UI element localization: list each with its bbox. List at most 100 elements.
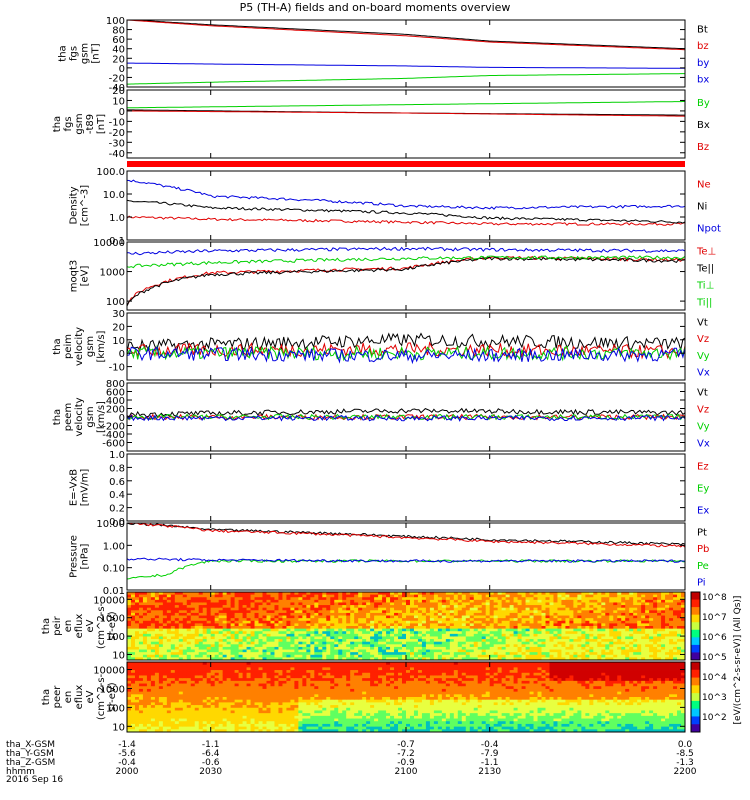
heatmap-cell: [409, 605, 415, 609]
heatmap-cell: [166, 694, 172, 698]
heatmap-cell: [457, 644, 463, 648]
heatmap-cell: [573, 620, 578, 624]
heatmap-cell: [593, 607, 598, 611]
heatmap-cell: [545, 636, 550, 640]
heatmap-cell: [322, 599, 327, 603]
heatmap-cell: [166, 594, 172, 598]
heatmap-cell: [382, 639, 387, 643]
heatmap-cell: [210, 641, 216, 645]
heatmap-cell: [254, 615, 259, 619]
heatmap-cell: [182, 694, 188, 698]
heatmap-cell: [206, 664, 212, 668]
heatmap-cell: [545, 597, 550, 601]
heatmap-cell: [445, 654, 451, 658]
heatmap-cell: [601, 633, 606, 637]
heatmap-cell: [270, 652, 275, 656]
heatmap-cell: [358, 612, 363, 616]
heatmap-cell: [537, 618, 542, 622]
heatmap-cell: [509, 594, 515, 598]
series-line-Ti⊥: [126, 255, 686, 269]
heatmap-cell: [218, 688, 224, 693]
heatmap-cell: [441, 602, 447, 606]
heatmap-cell: [409, 633, 415, 637]
heatmap-cell: [270, 633, 275, 637]
heatmap-cell: [302, 657, 307, 661]
heatmap-cell: [533, 628, 538, 632]
heatmap-cell: [142, 680, 148, 684]
heatmap-cell: [505, 605, 511, 609]
heatmap-cell: [202, 639, 208, 643]
heatmap-cell: [673, 615, 678, 619]
heatmap-cell: [190, 649, 196, 653]
heatmap-cell: [653, 646, 658, 650]
heatmap-cell: [130, 615, 136, 619]
heatmap-cell: [473, 607, 479, 611]
heatmap-cell: [386, 612, 391, 616]
heatmap-cell: [218, 670, 224, 674]
y-tick-label: -40: [109, 83, 125, 94]
heatmap-cell: [637, 654, 642, 658]
heatmap-cell: [138, 680, 144, 684]
heatmap-cell: [142, 615, 148, 619]
heatmap-cell: [278, 639, 283, 643]
heatmap-cell: [513, 654, 518, 658]
heatmap-cell: [286, 605, 291, 609]
heatmap-cell: [398, 610, 403, 614]
heatmap-cell: [230, 597, 236, 601]
heatmap-cell: [398, 618, 403, 622]
heatmap-cell: [617, 646, 622, 650]
heatmap-cell: [142, 631, 148, 635]
heatmap-cell: [589, 626, 594, 630]
heatmap-cell: [673, 599, 678, 603]
heatmap-cell: [218, 715, 224, 719]
heatmap-cell: [493, 612, 499, 616]
heatmap-cell: [437, 626, 443, 630]
heatmap-cell: [226, 662, 232, 666]
heatmap-cell: [134, 652, 140, 656]
heatmap-cell: [142, 713, 148, 717]
heatmap-cell: [398, 639, 403, 643]
heatmap-cell: [310, 597, 315, 601]
heatmap-cell: [433, 633, 439, 637]
heatmap-cell: [549, 620, 554, 624]
heatmap-cell: [254, 713, 259, 717]
heatmap-cell: [318, 610, 323, 614]
heatmap-cell: [278, 699, 283, 703]
heatmap-cell: [677, 628, 682, 632]
heatmap-cell: [162, 707, 168, 711]
heatmap-cell: [441, 592, 447, 596]
heatmap-cell: [270, 597, 275, 601]
heatmap-cell: [266, 610, 271, 614]
heatmap-cell: [154, 707, 160, 711]
heatmap-cell: [497, 615, 503, 619]
heatmap-cell: [569, 612, 574, 616]
heatmap-cell: [613, 649, 618, 653]
heatmap-cell: [174, 686, 180, 690]
heatmap-cell: [457, 607, 463, 611]
heatmap-cell: [465, 652, 471, 656]
heatmap-cell: [162, 718, 168, 722]
heatmap-cell: [529, 607, 534, 611]
heatmap-cell: [589, 657, 594, 661]
heatmap-cell: [565, 612, 570, 616]
heatmap-cell: [637, 597, 642, 601]
heatmap-cell: [222, 592, 228, 596]
heatmap-cell: [226, 705, 232, 709]
heatmap-cell: [398, 657, 403, 661]
heatmap-cell: [158, 607, 164, 611]
heatmap-cell: [134, 594, 140, 598]
heatmap-cell: [174, 721, 180, 725]
heatmap-cell: [441, 615, 447, 619]
heatmap-cell: [390, 592, 395, 596]
heatmap-cell: [182, 699, 188, 703]
heatmap-cell: [286, 654, 291, 658]
heatmap-cell: [681, 628, 686, 632]
heatmap-cell: [370, 612, 375, 616]
heatmap-cell: [230, 675, 236, 679]
heatmap-cell: [278, 729, 283, 733]
heatmap-cell: [182, 605, 188, 609]
heatmap-cell: [206, 612, 212, 616]
heatmap-cell: [629, 610, 634, 614]
heatmap-cell: [166, 620, 172, 624]
heatmap-cell: [342, 633, 347, 637]
